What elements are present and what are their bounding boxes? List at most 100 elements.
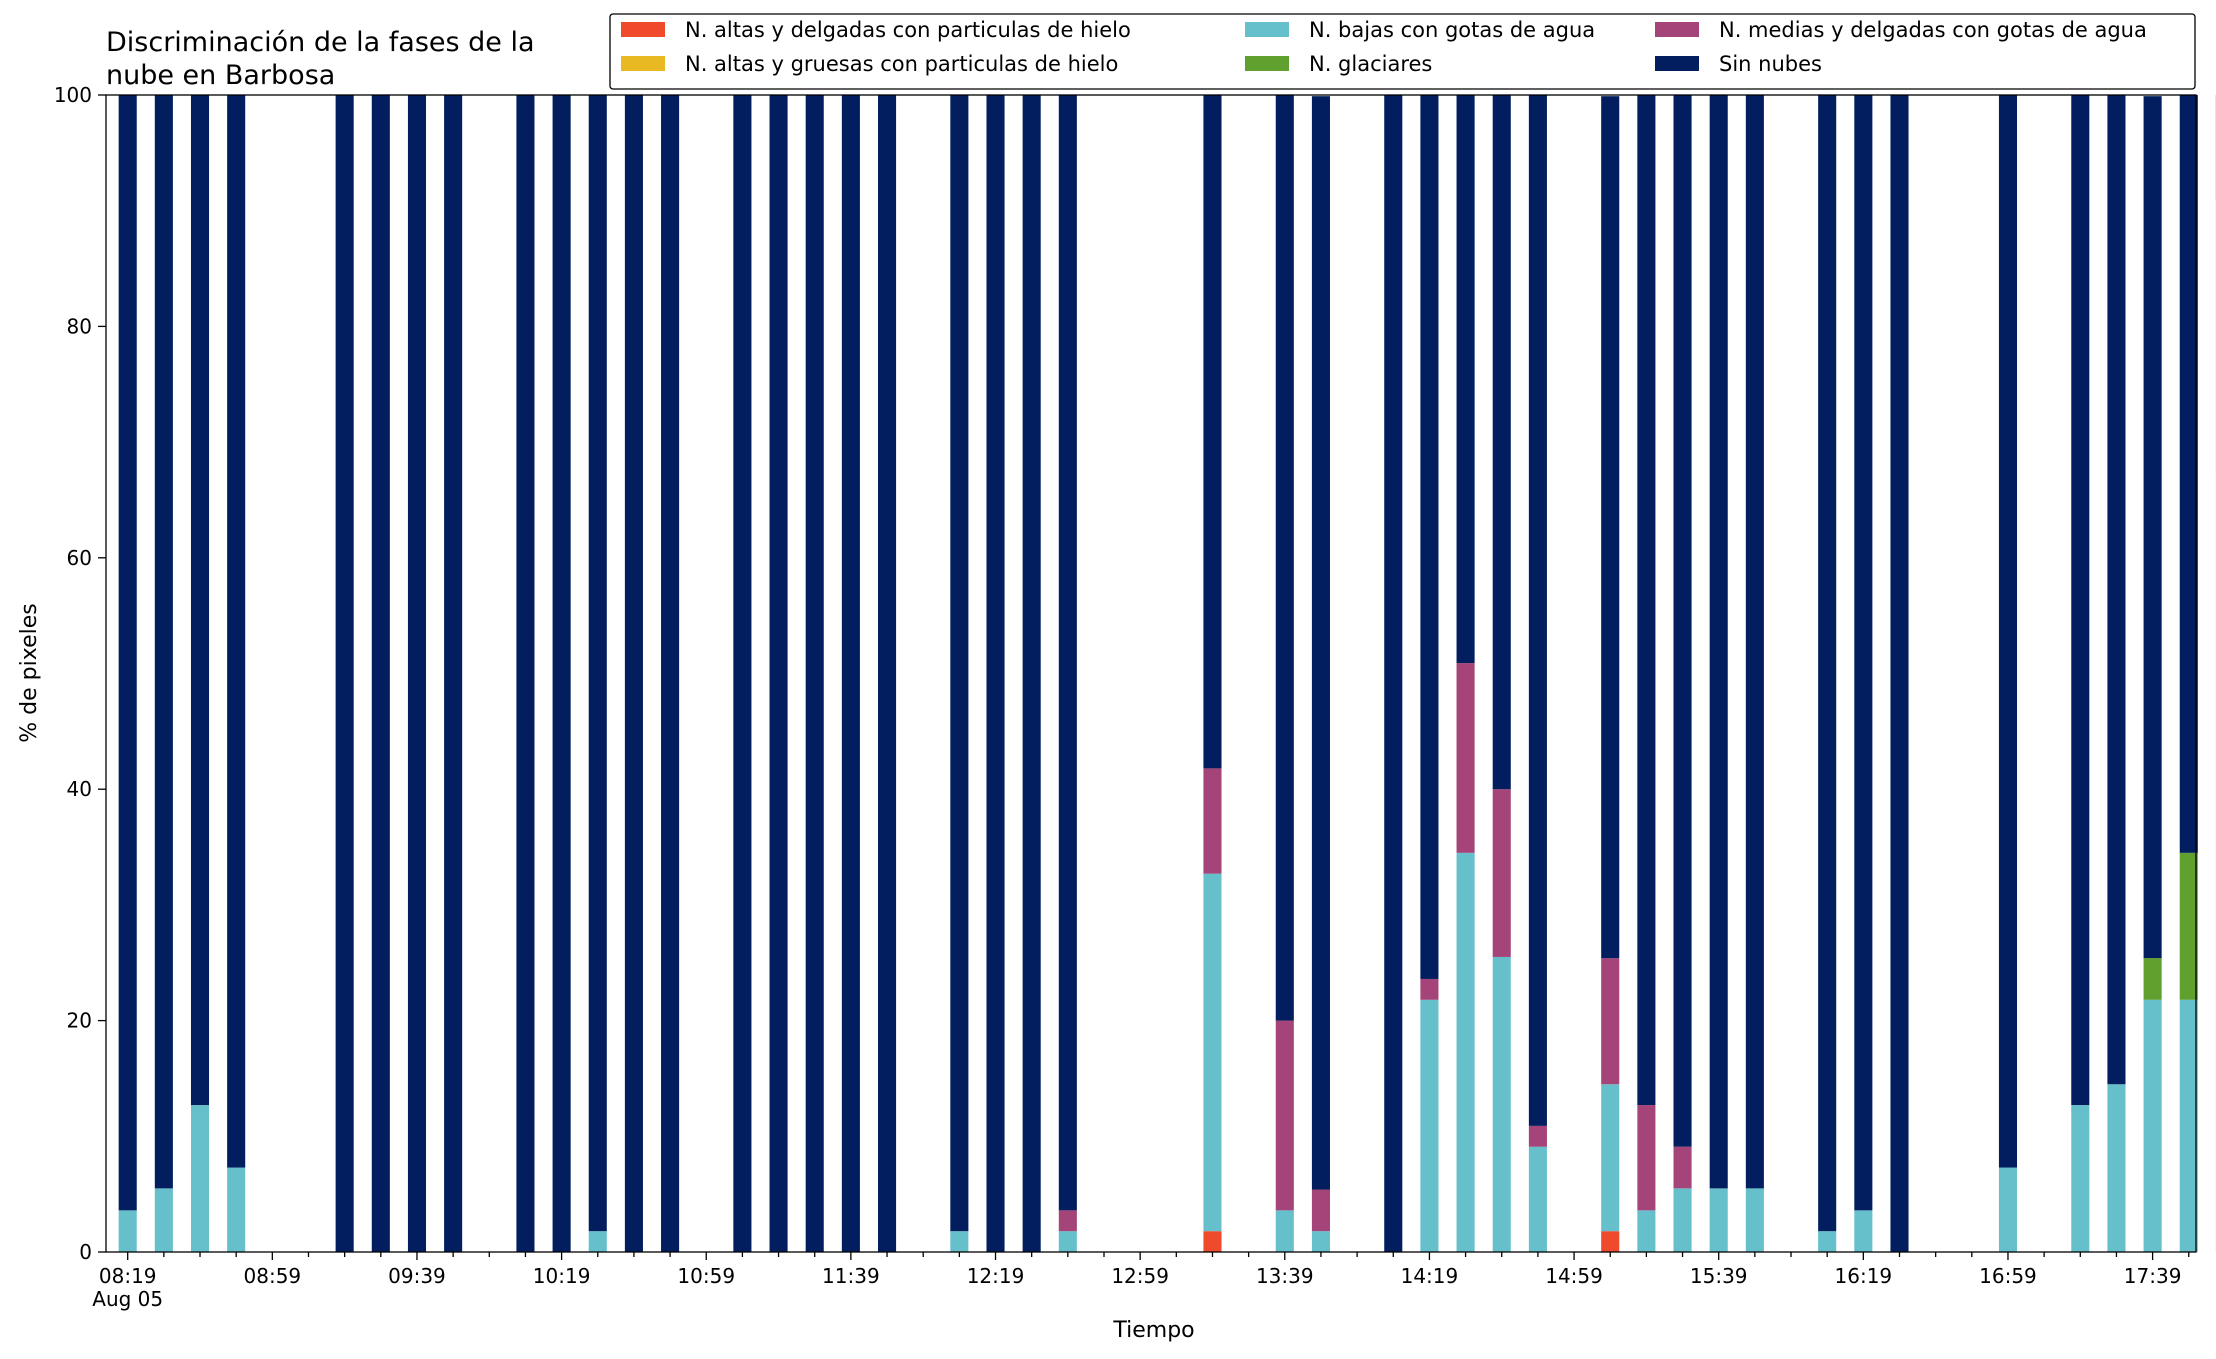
bars-layer	[119, 95, 2216, 1252]
bar-segment-1509-s5	[1601, 96, 1619, 958]
bar-segment-1519-s4	[1637, 1105, 1655, 1210]
bar-segment-1539-s2	[1710, 1188, 1728, 1252]
bar-segment-1439-s5	[1493, 95, 1511, 789]
y-tick-label-40: 40	[67, 777, 92, 801]
bar-segment-1009-s5	[516, 95, 534, 1252]
legend-swatch-1	[621, 56, 665, 71]
bar-segment-1239-s2	[1059, 1231, 1077, 1252]
legend-swatch-5	[1655, 56, 1699, 71]
bar-segment-1209-s2	[950, 1231, 968, 1252]
x-tick-label-1339: 13:39	[1256, 1264, 1314, 1288]
bar-segment-1239-s5	[1059, 95, 1077, 1210]
bar-segment-1449-s5	[1529, 95, 1547, 1126]
legend-label-3: N. glaciares	[1309, 52, 1432, 76]
bar-segment-1139-s5	[842, 95, 860, 1252]
x-tick-label-0819: 08:19	[99, 1264, 157, 1288]
y-tick-label-0: 0	[79, 1240, 92, 1264]
bar-segment-1349-s5	[1312, 96, 1330, 1189]
x-tick-label-1259: 12:59	[1111, 1264, 1169, 1288]
bar-segment-1349-s4	[1312, 1190, 1330, 1232]
x-tick-label-1619: 16:19	[1835, 1264, 1893, 1288]
legend-label-1: N. altas y gruesas con particulas de hie…	[685, 52, 1118, 76]
bar-segment-1749-s3	[2180, 853, 2198, 1000]
x-tick-label-0939: 09:39	[388, 1264, 446, 1288]
bar-segment-0829-s5	[155, 95, 173, 1188]
x-tick-label-1219: 12:19	[967, 1264, 1025, 1288]
y-tick-label-60: 60	[67, 546, 92, 570]
y-axis-label: % de pixeles	[17, 603, 42, 742]
bar-segment-1609-s5	[1818, 95, 1836, 1231]
bar-segment-1449-s2	[1529, 1147, 1547, 1252]
bar-segment-1419-s4	[1420, 979, 1438, 1000]
bar-segment-1729-s5	[2107, 95, 2125, 1084]
bar-segment-1529-s2	[1674, 1188, 1692, 1252]
bar-segment-1509-s2	[1601, 1084, 1619, 1231]
bar-segment-1429-s5	[1457, 95, 1475, 663]
legend-swatch-3	[1245, 56, 1289, 71]
x-tick-label-1659: 16:59	[1979, 1264, 2037, 1288]
x-tick-label-1059: 10:59	[677, 1264, 735, 1288]
bar-segment-1749-s5	[2180, 95, 2198, 853]
y-tick-label-20: 20	[67, 1009, 92, 1033]
bar-segment-1549-s5	[1746, 95, 1764, 1188]
bar-segment-1539-s5	[1710, 95, 1728, 1188]
bar-segment-0849-s5	[227, 95, 245, 1168]
legend-swatch-4	[1655, 22, 1699, 37]
bar-segment-1529-s5	[1674, 95, 1692, 1147]
bar-segment-1609-s2	[1818, 1231, 1836, 1252]
bar-segment-0819-s2	[119, 1210, 137, 1252]
x-axis-label: Tiempo	[1112, 1318, 1194, 1343]
bar-segment-1749-s2	[2180, 1000, 2198, 1252]
bar-segment-1339-s2	[1276, 1210, 1294, 1252]
bar-segment-1629-s5	[1890, 95, 1908, 1252]
y-tick-label-80: 80	[67, 314, 92, 338]
bar-segment-0819-s5	[119, 95, 137, 1210]
bar-segment-1739-s5	[2144, 96, 2162, 958]
y-tick-label-100: 100	[54, 83, 92, 107]
bar-segment-1229-s5	[1023, 95, 1041, 1252]
bar-segment-0829-s2	[155, 1188, 173, 1252]
bar-segment-1429-s4	[1457, 663, 1475, 853]
bar-segment-1319-s0	[1203, 1231, 1221, 1252]
bar-segment-1659-s2	[1999, 1168, 2017, 1252]
legend: N. altas y delgadas con particulas de hi…	[610, 14, 2195, 89]
x-tick-label-1459: 14:59	[1545, 1264, 1603, 1288]
bar-segment-1739-s3	[2144, 958, 2162, 1000]
bar-segment-1449-s4	[1529, 1126, 1547, 1147]
bar-segment-1349-s2	[1312, 1231, 1330, 1252]
bar-segment-1619-s5	[1854, 95, 1872, 1210]
bar-segment-0919-s5	[336, 95, 354, 1252]
bar-segment-1239-s4	[1059, 1210, 1077, 1231]
bar-segment-0939-s5	[408, 95, 426, 1252]
bar-segment-1439-s4	[1493, 789, 1511, 957]
bar-segment-1619-s2	[1854, 1210, 1872, 1252]
legend-swatch-2	[1245, 22, 1289, 37]
bar-segment-1509-s0	[1601, 1231, 1619, 1252]
x-tick-label-1739: 17:39	[2124, 1264, 2182, 1288]
y-axis: 0 20 40 60 80 100	[54, 83, 106, 1264]
legend-label-2: N. bajas con gotas de agua	[1309, 18, 1595, 42]
bar-segment-1119-s5	[770, 95, 788, 1252]
legend-label-0: N. altas y delgadas con particulas de hi…	[685, 18, 1131, 42]
bar-segment-0849-s2	[227, 1168, 245, 1252]
bar-segment-0949-s5	[444, 95, 462, 1252]
bar-segment-0839-s5	[191, 95, 209, 1105]
bar-segment-1739-s2	[2144, 1000, 2162, 1252]
legend-swatch-0	[621, 22, 665, 37]
bar-segment-1419-s5	[1420, 95, 1438, 979]
x-tick-label-1139: 11:39	[822, 1264, 880, 1288]
bar-segment-1019-s5	[553, 95, 571, 1252]
bar-segment-1319-s5	[1203, 95, 1221, 768]
bar-segment-1039-s5	[625, 95, 643, 1252]
x-tick-sublabel: Aug 05	[92, 1287, 163, 1311]
bar-segment-1729-s2	[2107, 1084, 2125, 1252]
bar-segment-1419-s2	[1420, 1000, 1438, 1252]
bar-segment-1319-s2	[1203, 874, 1221, 1232]
bar-segment-1129-s5	[806, 95, 824, 1252]
chart-title-line-2: nube en Barbosa	[106, 60, 335, 91]
bar-segment-1439-s2	[1493, 957, 1511, 1252]
legend-label-5: Sin nubes	[1719, 52, 1822, 76]
